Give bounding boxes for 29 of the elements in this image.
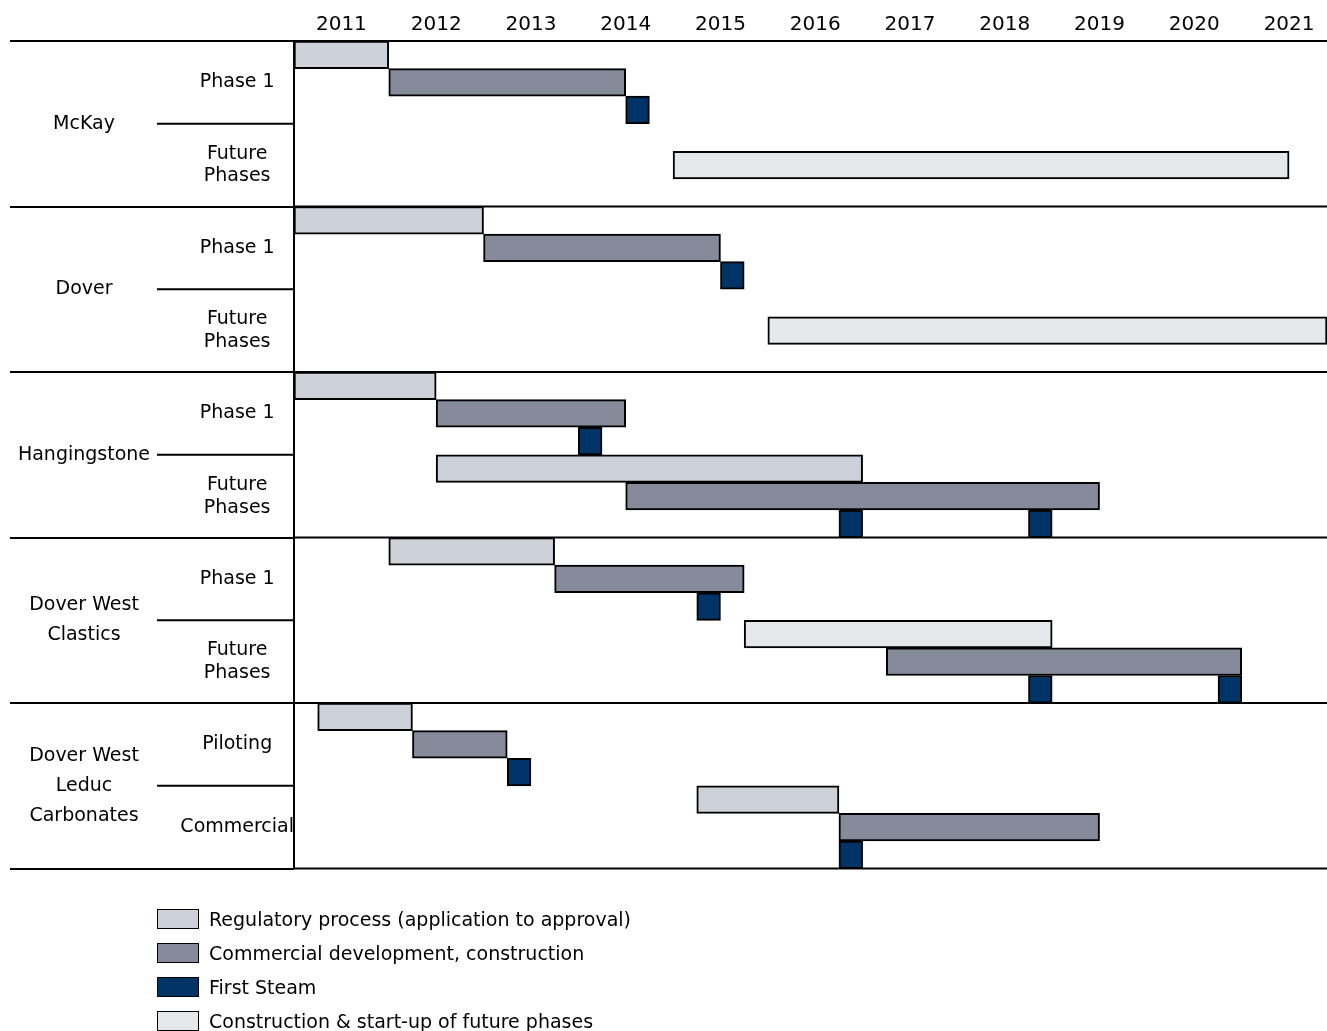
x-tick-label: 2016 (789, 11, 841, 36)
y-tick-label: Future Phases (203, 306, 271, 351)
y-tick-label: Phase 1 (199, 69, 275, 92)
x-tick-label: 2015 (695, 11, 746, 36)
text: Dover West Leduc Carbonates (29, 742, 139, 825)
text: McKay (53, 110, 115, 133)
y-tick-label: Phase 1 (199, 400, 275, 423)
text: Dover West Clastics (29, 592, 139, 645)
y-tick-label: Piloting (202, 731, 273, 754)
y-tick-label: Phase 1 (199, 565, 275, 588)
x-tick-label: 2011 (315, 11, 367, 36)
x-tick-label: 2012 (410, 11, 462, 36)
x-tick-label: 2013 (505, 11, 557, 36)
x-tick-label: 2014 (600, 11, 652, 36)
x-tick-label: 2020 (1168, 11, 1220, 36)
legend-label: Commercial development, construction (209, 942, 585, 964)
x-tick-label: 2017 (884, 11, 936, 36)
y-tick-label: Future Phases (203, 471, 271, 517)
y-tick-label: Phase 1 (199, 234, 275, 257)
legend-label: Regulatory process (application to approval) (209, 908, 632, 930)
legend-label: First Steam (209, 976, 317, 998)
x-tick-label: 2018 (979, 11, 1031, 36)
y-tick-label: Commercial (180, 814, 294, 837)
text: Hangingstone (17, 441, 151, 464)
x-tick-label: 2019 (1074, 11, 1125, 36)
text: Dover (55, 276, 113, 299)
y-tick-label: Future Phases (203, 140, 271, 186)
y-tick-label: Future Phases (203, 637, 271, 683)
x-tick-label: 2021 (1263, 11, 1315, 36)
